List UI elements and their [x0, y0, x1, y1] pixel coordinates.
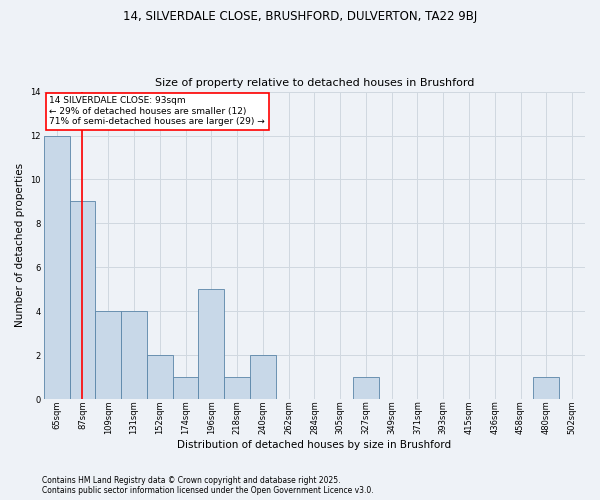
Bar [353, 377, 379, 399]
Bar [121, 312, 147, 399]
Bar [224, 377, 250, 399]
Bar [173, 377, 199, 399]
Bar [533, 377, 559, 399]
Bar [199, 290, 224, 399]
Bar [44, 136, 70, 399]
Bar [147, 355, 173, 399]
Bar [250, 355, 276, 399]
Bar [70, 202, 95, 399]
Text: 14 SILVERDALE CLOSE: 93sqm
← 29% of detached houses are smaller (12)
71% of semi: 14 SILVERDALE CLOSE: 93sqm ← 29% of deta… [49, 96, 265, 126]
Text: Contains HM Land Registry data © Crown copyright and database right 2025.
Contai: Contains HM Land Registry data © Crown c… [42, 476, 374, 495]
Bar [95, 312, 121, 399]
Title: Size of property relative to detached houses in Brushford: Size of property relative to detached ho… [155, 78, 474, 88]
X-axis label: Distribution of detached houses by size in Brushford: Distribution of detached houses by size … [178, 440, 451, 450]
Text: 14, SILVERDALE CLOSE, BRUSHFORD, DULVERTON, TA22 9BJ: 14, SILVERDALE CLOSE, BRUSHFORD, DULVERT… [123, 10, 477, 23]
Y-axis label: Number of detached properties: Number of detached properties [15, 164, 25, 328]
